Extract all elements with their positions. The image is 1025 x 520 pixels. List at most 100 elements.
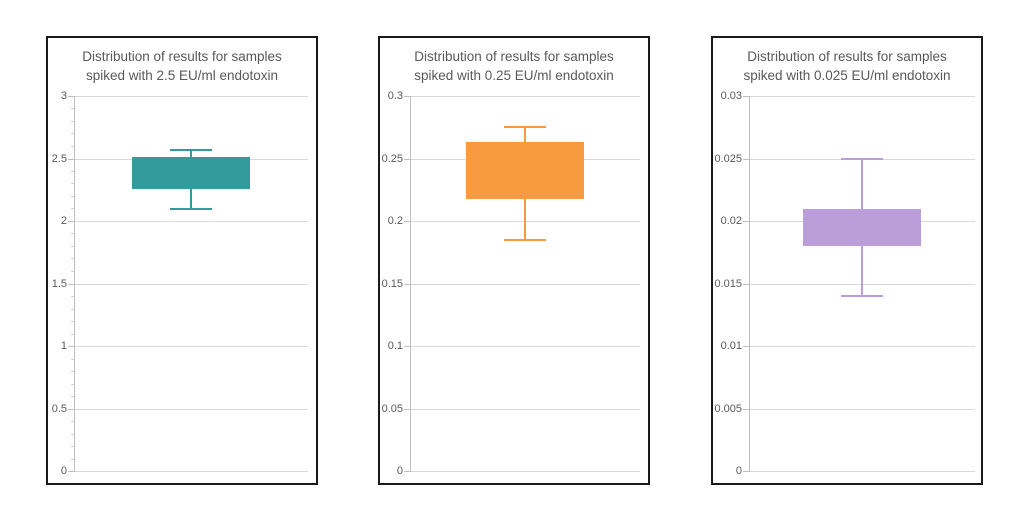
chart-title: Distribution of results for samples spik…: [380, 47, 648, 85]
lower-whisker-cap: [504, 239, 546, 241]
y-axis-major-tick: [404, 159, 410, 160]
upper-whisker-line: [190, 150, 192, 157]
y-tick-label: 0.025: [714, 153, 742, 165]
y-tick-label: 0.15: [381, 278, 403, 290]
gridline: [74, 409, 308, 410]
y-axis-major-tick: [743, 96, 749, 97]
y-axis-minor-tick: [71, 459, 74, 460]
gridline: [410, 284, 640, 285]
gridline: [74, 471, 308, 472]
y-axis-major-tick: [68, 159, 74, 160]
y-tick-label: 0: [60, 465, 67, 477]
y-tick-label: 0.1: [387, 340, 403, 352]
y-axis-minor-tick: [71, 446, 74, 447]
y-axis-minor-tick: [71, 246, 74, 247]
y-axis-major-tick: [743, 221, 749, 222]
chart-title: Distribution of results for samples spik…: [713, 47, 981, 85]
upper-whisker-line: [524, 127, 526, 142]
y-axis-major-tick: [404, 221, 410, 222]
y-tick-label: 3: [60, 90, 67, 102]
y-axis-minor-tick: [71, 384, 74, 385]
gridline: [749, 409, 975, 410]
y-axis-line: [74, 96, 75, 472]
y-axis-minor-tick: [71, 258, 74, 259]
plot-area: 0.03 0.025 0.02 0.015 0.01 0.005 0: [713, 38, 981, 483]
upper-whisker-cap: [841, 158, 883, 160]
y-tick-label: 0.25: [381, 153, 403, 165]
upper-whisker-cap: [504, 126, 546, 128]
y-axis-minor-tick: [71, 233, 74, 234]
chart-title-line1: Distribution of results for samples: [82, 49, 282, 64]
y-axis-minor-tick: [71, 133, 74, 134]
y-axis-minor-tick: [71, 334, 74, 335]
lower-whisker-cap: [841, 295, 883, 297]
y-axis-major-tick: [404, 96, 410, 97]
gridline: [74, 346, 308, 347]
y-tick-label: 2.5: [51, 153, 67, 165]
y-axis-major-tick: [743, 284, 749, 285]
lower-whisker-line: [524, 199, 526, 240]
lower-whisker-cap: [170, 208, 212, 210]
y-tick-label: 0.2: [387, 215, 403, 227]
chart-panel-0-25-eu: Distribution of results for samples spik…: [378, 36, 650, 485]
y-tick-label: 0: [735, 465, 742, 477]
y-axis-major-tick: [68, 284, 74, 285]
chart-title-line2: spiked with 2.5 EU/ml endotoxin: [85, 68, 279, 83]
y-axis-minor-tick: [71, 359, 74, 360]
y-axis-minor-tick: [71, 371, 74, 372]
chart-title-line1: Distribution of results for samples: [414, 49, 614, 64]
gridline: [74, 221, 308, 222]
upper-whisker-line: [861, 159, 863, 209]
y-tick-label: 0.015: [714, 278, 742, 290]
y-axis-minor-tick: [71, 171, 74, 172]
y-axis-major-tick: [68, 346, 74, 347]
y-tick-label: 0.01: [720, 340, 742, 352]
y-axis-line: [410, 96, 411, 472]
y-tick-label: 0.05: [381, 403, 403, 415]
lower-whisker-line: [861, 246, 863, 296]
y-axis-minor-tick: [71, 271, 74, 272]
y-axis-minor-tick: [71, 208, 74, 209]
gridline: [410, 96, 640, 97]
y-axis-major-tick: [68, 471, 74, 472]
y-tick-label: 0.005: [714, 403, 742, 415]
y-axis-major-tick: [743, 409, 749, 410]
gridline: [410, 346, 640, 347]
y-axis-minor-tick: [71, 309, 74, 310]
y-tick-label: 0.02: [720, 215, 742, 227]
y-axis-minor-tick: [71, 321, 74, 322]
chart-panel-0-025-eu: Distribution of results for samples spik…: [711, 36, 983, 485]
gridline: [410, 409, 640, 410]
y-tick-label: 1: [60, 340, 67, 352]
y-axis-minor-tick: [71, 396, 74, 397]
boxplot-box: [803, 209, 921, 246]
plot-area: 3 2.5 2 1.5 1 0.5 0: [48, 38, 316, 483]
chart-panel-2-5-eu: Distribution of results for samples spik…: [46, 36, 318, 485]
y-axis-major-tick: [743, 471, 749, 472]
y-axis-minor-tick: [71, 121, 74, 122]
y-axis-minor-tick: [71, 108, 74, 109]
y-tick-label: 1.5: [51, 278, 67, 290]
y-tick-label: 0.3: [387, 90, 403, 102]
y-axis-major-tick: [743, 159, 749, 160]
y-tick-label: 0: [396, 465, 403, 477]
y-axis-major-tick: [404, 471, 410, 472]
y-axis-minor-tick: [71, 434, 74, 435]
gridline: [410, 471, 640, 472]
y-axis-minor-tick: [71, 146, 74, 147]
chart-title-line2: spiked with 0.25 EU/ml endotoxin: [414, 68, 614, 83]
gridline: [749, 346, 975, 347]
y-tick-label: 0.03: [720, 90, 742, 102]
y-axis-major-tick: [68, 221, 74, 222]
boxplot-box: [466, 142, 584, 199]
y-axis-major-tick: [68, 409, 74, 410]
y-axis-line: [749, 96, 750, 472]
plot-area: 0.3 0.25 0.2 0.15 0.1 0.05 0: [380, 38, 648, 483]
y-axis-major-tick: [404, 284, 410, 285]
chart-title: Distribution of results for samples spik…: [48, 47, 316, 85]
y-axis-minor-tick: [71, 183, 74, 184]
gridline: [749, 471, 975, 472]
y-axis-major-tick: [743, 346, 749, 347]
gridline: [749, 96, 975, 97]
